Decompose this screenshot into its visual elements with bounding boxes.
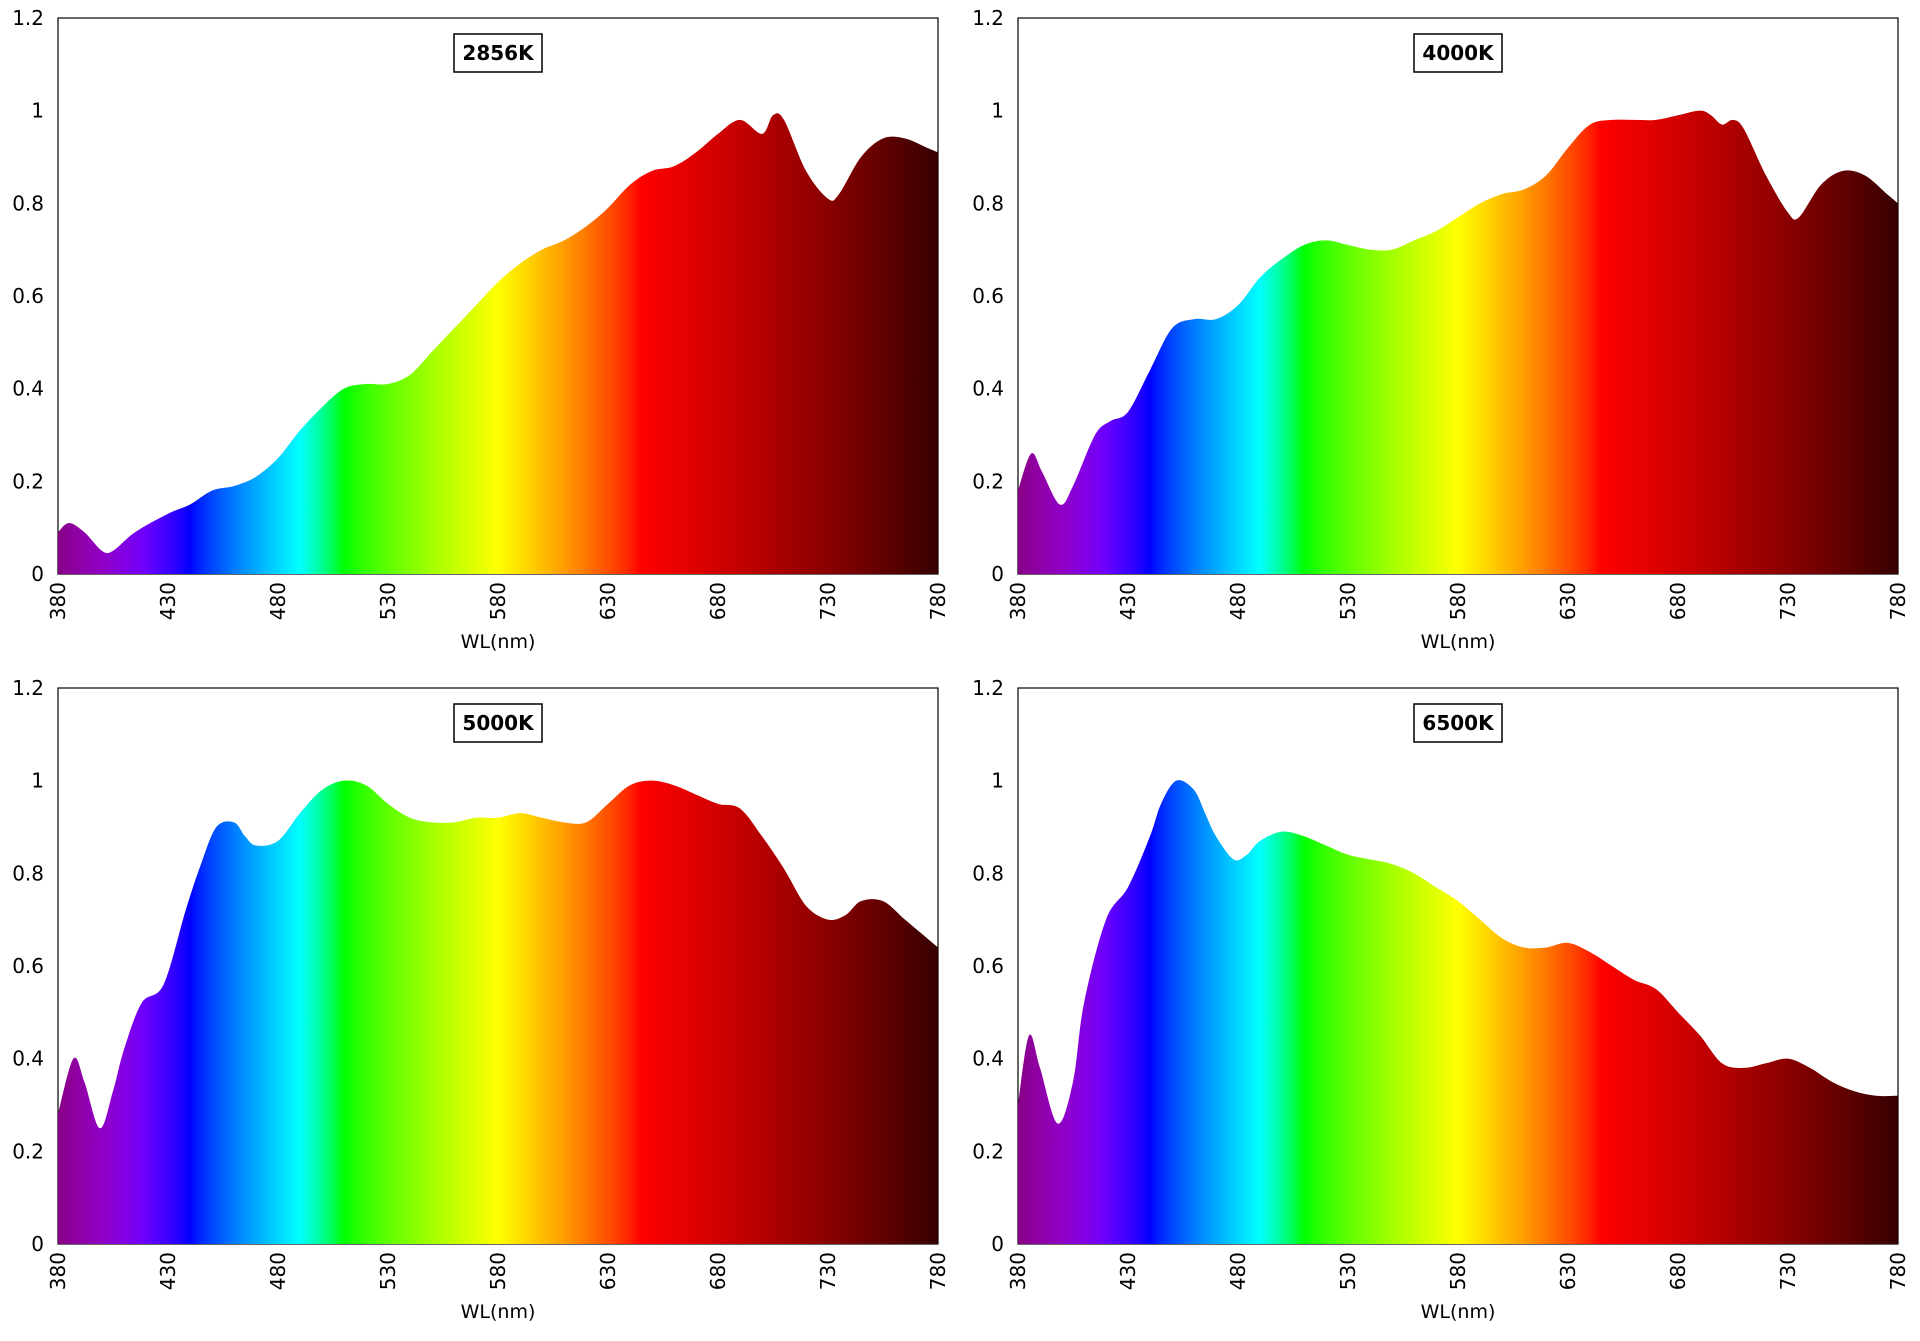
- y-tick-label: 0.6: [12, 284, 44, 308]
- y-tick-label: 0.2: [972, 1139, 1004, 1163]
- x-axis-title: WL(nm): [1421, 631, 1496, 653]
- x-tick-label: 630: [1556, 1252, 1580, 1290]
- y-tick-label: 0: [991, 1232, 1004, 1256]
- x-tick-label: 730: [1776, 582, 1800, 620]
- x-tick-label: 380: [46, 1252, 70, 1290]
- x-tick-label: 680: [706, 582, 730, 620]
- y-tick-label: 0.8: [972, 191, 1004, 215]
- spectrum-chart-4000k: 0 0.2 0.4 0.6 0.8 1 1.2 380 430 480 530 580 630 680 73…: [960, 0, 1920, 670]
- chart-title-box: [1413, 703, 1503, 743]
- chart-title: 5000K: [462, 711, 535, 735]
- y-tick-label: 1: [991, 769, 1004, 793]
- chart-title: 4000K: [1422, 41, 1495, 65]
- x-tick-label: 530: [376, 582, 400, 620]
- y-tick-label: 0.8: [12, 191, 44, 215]
- y-tick-label: 0.2: [972, 469, 1004, 493]
- y-tick-label: 1.2: [12, 6, 44, 30]
- y-tick-label: 1.2: [972, 676, 1004, 700]
- x-tick-label: 580: [1446, 1252, 1470, 1290]
- y-tick-label: 0.8: [972, 861, 1004, 885]
- x-tick-label: 380: [46, 582, 70, 620]
- x-tick-label: 780: [926, 1252, 950, 1290]
- x-tick-label: 480: [266, 582, 290, 620]
- x-axis-title: WL(nm): [1421, 1301, 1496, 1323]
- y-tick-label: 0: [991, 562, 1004, 586]
- x-tick-label: 730: [816, 1252, 840, 1290]
- spectrum-chart-5000k: 0 0.2 0.4 0.6 0.8 1 1.2 380 430 480 530 580 630 680 73…: [0, 670, 960, 1340]
- chart-svg: 0 0.2 0.4 0.6 0.8 1 1.2 380 430 480 530 580 630 680 73…: [972, 6, 1910, 653]
- y-tick-label: 0.2: [12, 469, 44, 493]
- x-tick-label: 380: [1006, 1252, 1030, 1290]
- y-tick-label: 0.4: [12, 1047, 44, 1071]
- y-tick-label: 0.6: [972, 954, 1004, 978]
- y-tick-label: 0.4: [972, 377, 1004, 401]
- y-tick-label: 1: [991, 99, 1004, 123]
- y-tick-label: 1: [31, 99, 44, 123]
- spectrum-area: [58, 780, 938, 1244]
- spectrum-area: [58, 113, 938, 574]
- y-tick-label: 0.2: [12, 1139, 44, 1163]
- x-tick-label: 530: [1336, 582, 1360, 620]
- x-tick-label: 780: [926, 582, 950, 620]
- spectrum-chart-6500k: 0 0.2 0.4 0.6 0.8 1 1.2 380 430 480 530 580 630 680 73…: [960, 670, 1920, 1340]
- chart-title-box: [1413, 33, 1503, 73]
- x-axis-title: WL(nm): [461, 1301, 536, 1323]
- y-tick-label: 1: [31, 769, 44, 793]
- chart-title-box: [453, 33, 543, 73]
- x-tick-label: 630: [1556, 582, 1580, 620]
- x-tick-label: 580: [486, 1252, 510, 1290]
- x-tick-label: 730: [1776, 1252, 1800, 1290]
- x-tick-label: 430: [156, 1252, 180, 1290]
- x-tick-label: 780: [1886, 582, 1910, 620]
- chart-title-box: [453, 703, 543, 743]
- x-tick-label: 530: [376, 1252, 400, 1290]
- x-tick-label: 630: [596, 582, 620, 620]
- spectrum-area: [1018, 780, 1898, 1244]
- x-tick-label: 630: [596, 1252, 620, 1290]
- x-tick-label: 430: [156, 582, 180, 620]
- x-tick-label: 480: [1226, 1252, 1250, 1290]
- chart-svg: 0 0.2 0.4 0.6 0.8 1 1.2 380 430 480 530 580 630 680 73…: [12, 6, 950, 653]
- x-axis-title: WL(nm): [461, 631, 536, 653]
- x-tick-label: 430: [1116, 1252, 1140, 1290]
- x-tick-label: 480: [1226, 582, 1250, 620]
- x-tick-label: 780: [1886, 1252, 1910, 1290]
- x-tick-label: 730: [816, 582, 840, 620]
- y-tick-label: 0: [31, 562, 44, 586]
- y-tick-label: 0.8: [12, 861, 44, 885]
- y-tick-label: 1.2: [12, 676, 44, 700]
- x-tick-label: 680: [1666, 1252, 1690, 1290]
- y-tick-label: 0.6: [12, 954, 44, 978]
- chart-svg: 0 0.2 0.4 0.6 0.8 1 1.2 380 430 480 530 580 630 680 73…: [12, 676, 950, 1323]
- x-tick-label: 680: [1666, 582, 1690, 620]
- x-tick-label: 380: [1006, 582, 1030, 620]
- x-tick-label: 480: [266, 1252, 290, 1290]
- x-tick-label: 530: [1336, 1252, 1360, 1290]
- chart-title: 6500K: [1422, 711, 1495, 735]
- y-tick-label: 1.2: [972, 6, 1004, 30]
- x-tick-label: 580: [1446, 582, 1470, 620]
- x-tick-label: 430: [1116, 582, 1140, 620]
- y-tick-label: 0: [31, 1232, 44, 1256]
- spectrum-area: [1018, 110, 1898, 575]
- chart-title: 2856K: [462, 41, 535, 65]
- y-tick-label: 0.4: [972, 1047, 1004, 1071]
- spectrum-chart-2856k: 0 0.2 0.4 0.6 0.8 1 1.2 380 430 480 530 580 630 680 73…: [0, 0, 960, 670]
- x-tick-label: 580: [486, 582, 510, 620]
- x-tick-label: 680: [706, 1252, 730, 1290]
- chart-svg: 0 0.2 0.4 0.6 0.8 1 1.2 380 430 480 530 580 630 680 73…: [972, 676, 1910, 1323]
- y-tick-label: 0.4: [12, 377, 44, 401]
- y-tick-label: 0.6: [972, 284, 1004, 308]
